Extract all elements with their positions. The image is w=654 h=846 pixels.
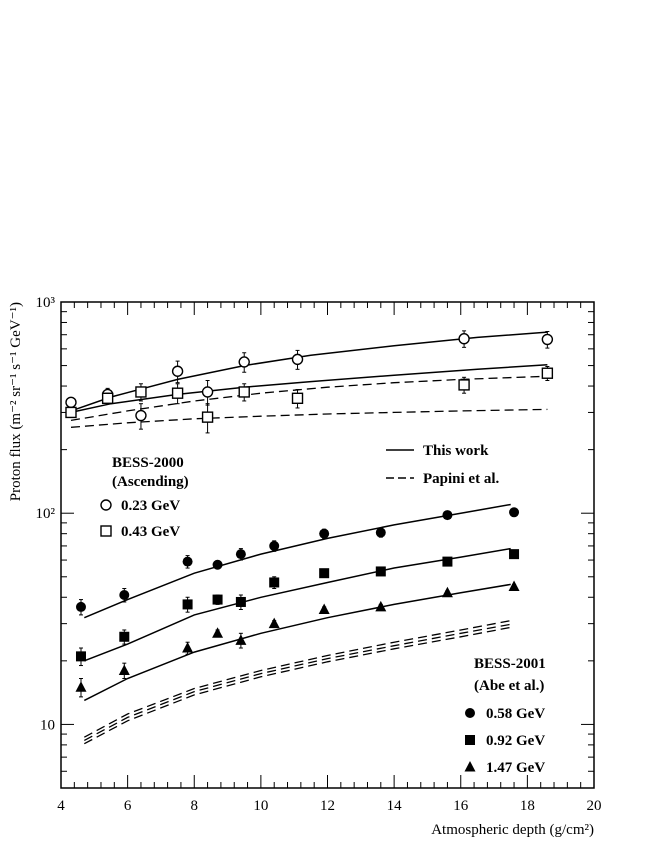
- data-point: [375, 527, 386, 538]
- data-point: [65, 396, 77, 409]
- x-tick-label: 6: [124, 798, 132, 814]
- data-point: [442, 556, 453, 567]
- papini-curve: [70, 375, 548, 422]
- data-point: [171, 387, 184, 399]
- x-axis-title: Atmospheric depth (g/cm²): [431, 822, 594, 838]
- data-point: [201, 411, 214, 423]
- data-point: [442, 510, 453, 521]
- data-point: [509, 549, 520, 560]
- data-point: [375, 600, 387, 612]
- data-point: [119, 589, 130, 600]
- legend-group-title: BESS-2001: [474, 656, 546, 672]
- data-point: [541, 367, 554, 379]
- tick-labels: 4 6 8 10 12 14 16 18 20 10 10² 10³: [36, 295, 602, 814]
- data-point: [75, 681, 87, 692]
- data-point: [458, 333, 470, 345]
- papini-curve: [83, 626, 511, 745]
- y-tick-label: 10: [40, 717, 55, 733]
- data-point: [318, 603, 330, 615]
- x-tick-label: 12: [320, 798, 335, 814]
- legend-marker: [100, 525, 112, 537]
- data-point: [319, 528, 330, 539]
- data-point: [235, 549, 246, 560]
- data-point: [508, 580, 520, 591]
- legend-group-title: (Ascending): [112, 474, 189, 490]
- legend-line-label: Papini et al.: [423, 471, 500, 487]
- data-point: [135, 409, 147, 422]
- data-point: [101, 392, 114, 404]
- data-point: [441, 586, 453, 598]
- legend-group-title: (Abe et al.): [474, 678, 544, 694]
- data-point: [201, 386, 214, 398]
- data-point: [182, 642, 194, 653]
- legend-group-title: BESS-2000: [112, 455, 184, 471]
- papini-curve: [83, 623, 511, 741]
- legend-marker: [465, 708, 475, 718]
- data-point: [509, 507, 520, 518]
- data-point: [235, 634, 247, 645]
- data-point: [268, 617, 280, 629]
- y-tick-label: 10³: [36, 295, 56, 311]
- data-point: [291, 353, 304, 366]
- data-point: [212, 627, 224, 638]
- x-tick-label: 20: [587, 798, 602, 814]
- data-point: [238, 386, 250, 398]
- legend-entry-label: 0.23 GeV: [121, 498, 180, 514]
- data-point: [235, 596, 246, 607]
- data-point: [119, 631, 130, 642]
- x-tick-label: 10: [253, 798, 268, 814]
- this-work-curve: [83, 583, 511, 702]
- model-curves: [70, 331, 548, 745]
- data-point: [75, 651, 86, 662]
- y-axis-title: Proton flux (m⁻² sr⁻¹ s⁻¹ GeV⁻¹): [8, 302, 24, 501]
- legend-entry-label: 1.47 GeV: [486, 760, 545, 776]
- data-point: [171, 365, 184, 377]
- papini-curve: [83, 619, 511, 738]
- data-point: [135, 386, 147, 398]
- legend-line-label: This work: [423, 443, 489, 459]
- legend-entry-label: 0.58 GeV: [486, 706, 545, 722]
- data-point: [375, 566, 386, 577]
- data-point: [269, 540, 280, 551]
- axis-ticks: [60, 301, 595, 789]
- x-tick-label: 18: [520, 798, 535, 814]
- legend-entry-label: 0.43 GeV: [121, 524, 180, 540]
- y-tick-label: 10²: [36, 506, 56, 522]
- data-point: [182, 599, 193, 610]
- legend-marker: [465, 735, 475, 745]
- papini-curve: [70, 408, 548, 428]
- legend-marker: [100, 499, 112, 511]
- legend-marker: [464, 761, 476, 772]
- data-point: [319, 568, 330, 579]
- x-tick-label: 8: [191, 798, 199, 814]
- data-point: [541, 333, 554, 346]
- data-point: [118, 664, 130, 676]
- x-tick-label: 14: [387, 798, 403, 814]
- x-tick-label: 16: [453, 798, 469, 814]
- data-point: [182, 556, 193, 567]
- data-point: [65, 406, 77, 419]
- data-point: [238, 356, 250, 368]
- data-point: [212, 594, 223, 605]
- data-points: [65, 330, 554, 698]
- data-point: [291, 392, 304, 404]
- data-point: [75, 601, 86, 612]
- data-point: [269, 577, 280, 588]
- this-work-curve: [70, 363, 548, 414]
- x-tick-label: 4: [57, 798, 65, 814]
- data-point: [458, 379, 470, 391]
- data-point: [212, 559, 223, 570]
- legend-entry-label: 0.92 GeV: [486, 733, 545, 749]
- legend: This work Papini et al. BESS-2000 (Ascendin…: [100, 443, 546, 776]
